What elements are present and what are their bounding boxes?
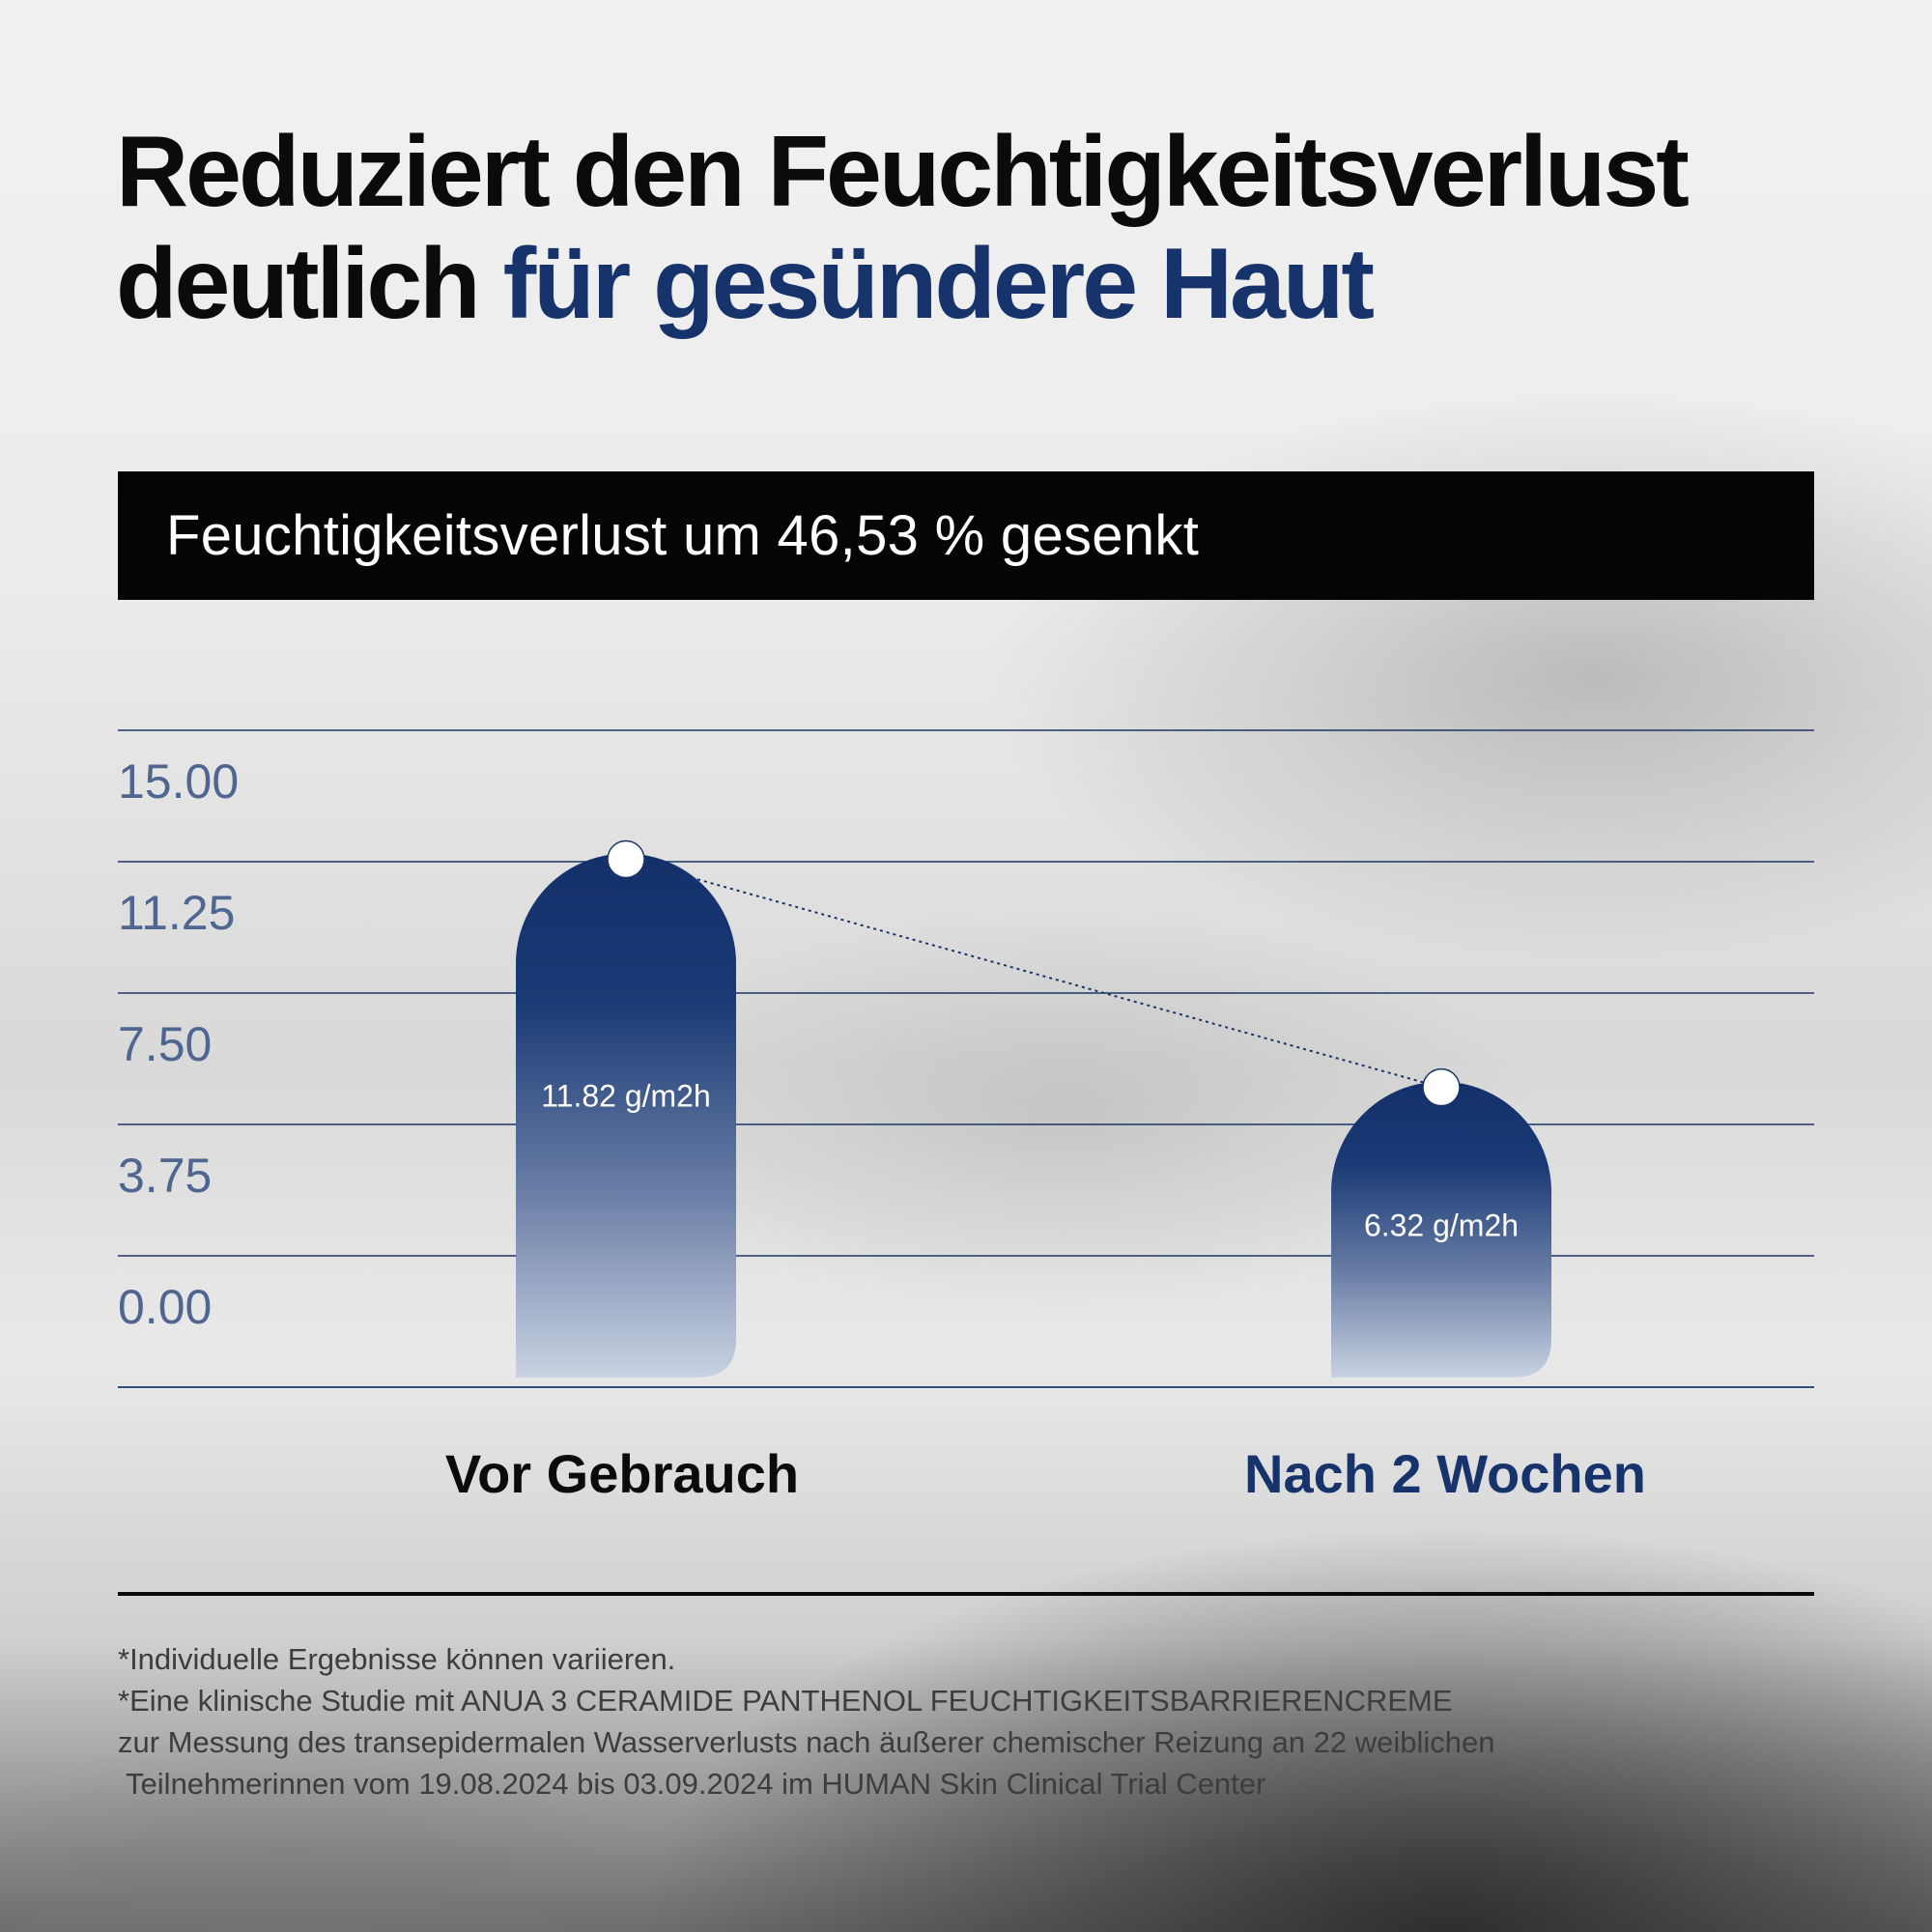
bar (1331, 1081, 1551, 1378)
footnote-line: *Eine klinische Studie mit ANUA 3 CERAMI… (118, 1684, 1453, 1718)
footnote-line: zur Messung des transepidermalen Wasserv… (118, 1725, 1495, 1759)
footnote-divider (118, 1592, 1814, 1596)
data-point-marker (1422, 1067, 1461, 1107)
headline-line-2: deutlich für gesündere Haut (116, 228, 1687, 340)
y-tick-label: 11.25 (118, 886, 235, 940)
data-point-marker (607, 839, 645, 879)
result-banner-text: Feuchtigkeitsverlust um 46,53 % gesenkt (166, 504, 1200, 567)
headline: Reduziert den Feuchtigkeitsverlust deutl… (116, 116, 1690, 340)
category-label: Nach 2 Wochen (1244, 1443, 1646, 1504)
bar-value-label: 11.82 g/m2h (541, 1079, 711, 1114)
bar (516, 853, 736, 1378)
trend-connector (625, 858, 1442, 1089)
bar-value-label: 6.32 g/m2h (1364, 1208, 1519, 1243)
footnotes: *Individuelle Ergebnisse können variiere… (118, 1638, 1495, 1804)
y-tick-label: 3.75 (118, 1149, 212, 1203)
result-banner: Feuchtigkeitsverlust um 46,53 % gesenkt (118, 471, 1814, 600)
footnote-line: *Individuelle Ergebnisse können variiere… (118, 1642, 676, 1676)
y-tick-label: 7.50 (118, 1017, 212, 1071)
headline-line-2-dark: deutlich (116, 228, 503, 340)
y-tick-label: 0.00 (118, 1280, 212, 1334)
headline-line-1: Reduziert den Feuchtigkeitsverlust (116, 116, 1690, 228)
headline-line-2-accent: für gesündere Haut (502, 228, 1375, 340)
footnote-line: Teilnehmerinnen vom 19.08.2024 bis 03.09… (118, 1767, 1266, 1801)
category-label: Vor Gebrauch (445, 1443, 799, 1504)
y-tick-label: 15.00 (118, 754, 239, 809)
